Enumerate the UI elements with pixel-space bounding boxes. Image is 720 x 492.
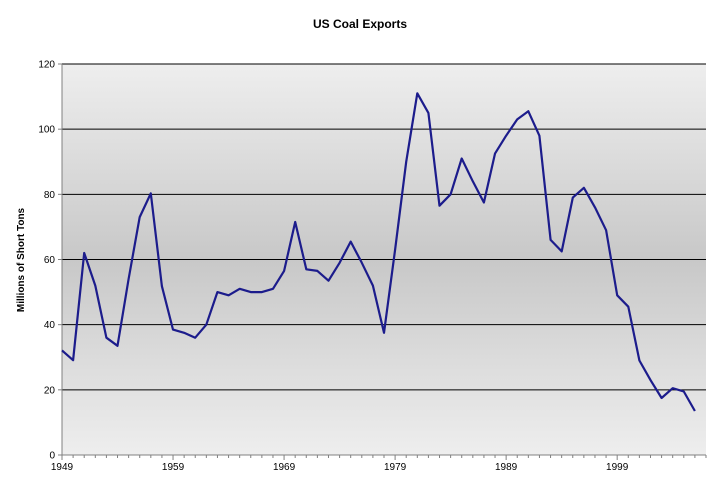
y-tick-label: 40 [44,320,56,331]
x-tick-label: 1959 [162,462,185,473]
x-tick-label: 1999 [606,462,629,473]
x-axis-ticks: 1949 1959 1969 1979 1989 1999 [51,455,707,473]
series-line-coal-exports [61,92,696,412]
y-axis-title: Millions of Short Tons [16,207,27,312]
y-axis-ticks: 0 20 40 60 80 100 120 [38,60,62,462]
y-tick-label: 120 [38,60,55,71]
y-tick-label: 100 [38,125,55,136]
y-tick-label: 20 [44,385,56,396]
y-tick-label: 80 [44,190,56,201]
x-tick-label: 1989 [495,462,518,473]
x-tick-label: 1969 [273,462,296,473]
y-tick-label: 60 [44,255,56,266]
x-tick-label: 1979 [384,462,407,473]
y-tick-label: 0 [49,451,55,462]
chart-title: US Coal Exports [313,17,407,31]
x-tick-label: 1949 [51,462,74,473]
